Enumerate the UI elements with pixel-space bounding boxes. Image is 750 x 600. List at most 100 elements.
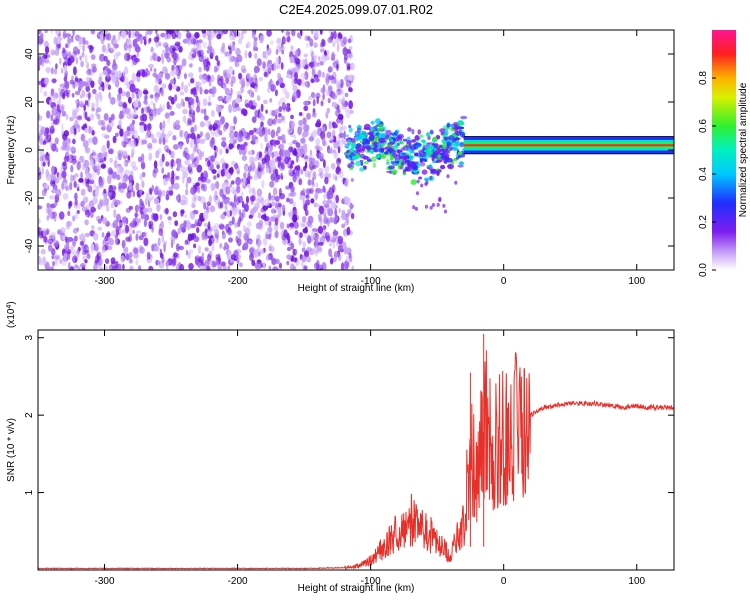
- heatmap-noise-cell: [53, 213, 57, 222]
- heatmap-noise-cell: [58, 172, 63, 181]
- heatmap-noise-cell: [196, 164, 203, 173]
- heatmap-noise-cell: [303, 100, 309, 106]
- heatmap-noise-cell: [56, 99, 62, 105]
- heatmap-noise-cell: [157, 41, 162, 47]
- heatmap-signal-cell: [455, 156, 460, 160]
- heatmap-noise-cell: [245, 103, 250, 108]
- heatmap-noise-cell: [272, 62, 277, 71]
- heatmap-noise-cell: [175, 195, 179, 202]
- heatmap-signal-cell: [458, 141, 465, 148]
- heatmap-noise-cell: [330, 201, 337, 210]
- heatmap-noise-cell: [162, 137, 166, 146]
- heatmap-noise-cell: [302, 228, 308, 234]
- heatmap-noise-cell: [325, 73, 330, 82]
- heatmap-noise-cell: [204, 134, 208, 141]
- heatmap-signal-cell: [353, 149, 360, 153]
- heatmap-noise-cell: [193, 243, 197, 249]
- heatmap-noise-cell: [204, 259, 210, 267]
- heatmap-noise-cell: [146, 30, 153, 35]
- heatmap-noise-cell: [323, 193, 326, 201]
- heatmap-noise-cell: [179, 143, 183, 150]
- heatmap-noise-cell: [65, 33, 71, 38]
- heatmap-noise-cell: [225, 94, 232, 103]
- heatmap-noise-cell: [216, 106, 222, 113]
- heatmap-noise-cell: [237, 218, 241, 228]
- heatmap-noise-cell: [176, 163, 182, 168]
- heatmap-noise-cell: [274, 258, 280, 265]
- heatmap-noise-cell: [54, 177, 60, 184]
- heatmap-noise-cell: [148, 152, 153, 161]
- heatmap-signal-cell: [423, 149, 431, 153]
- heatmap-noise-cell: [204, 89, 209, 95]
- heatmap-noise-cell: [240, 85, 245, 94]
- heatmap-noise-cell: [51, 78, 57, 84]
- heatmap-signal-cell: [458, 161, 464, 166]
- heatmap-noise-cell: [217, 95, 224, 102]
- heatmap-noise-cell: [139, 198, 143, 206]
- heatmap-signal-cell: [386, 159, 390, 163]
- heatmap-noise-cell: [200, 108, 204, 114]
- heatmap-noise-cell: [270, 129, 276, 139]
- heatmap-noise-cell: [316, 259, 320, 269]
- heatmap-noise-cell: [237, 166, 240, 175]
- heatmap-signal-cell: [391, 169, 398, 175]
- heatmap-noise-cell: [88, 125, 92, 135]
- heatmap-noise-cell: [168, 95, 173, 101]
- heatmap-noise-cell: [285, 30, 289, 36]
- heatmap-noise-cell: [220, 169, 225, 177]
- heatmap-noise-cell: [315, 235, 321, 243]
- heatmap-noise-cell: [287, 246, 291, 252]
- heatmap-signal-cell: [359, 159, 364, 163]
- heatmap-signal-cell: [362, 155, 369, 160]
- heatmap-noise-cell: [122, 263, 125, 270]
- heatmap-noise-cell: [53, 36, 57, 45]
- heatmap-noise-cell: [290, 114, 294, 120]
- heatmap-signal-cell: [401, 152, 406, 156]
- heatmap-signal-cell: [443, 160, 448, 164]
- heatmap-noise-cell: [123, 161, 128, 168]
- heatmap-noise-cell: [139, 188, 143, 196]
- heatmap-noise-cell: [275, 108, 279, 115]
- heatmap-noise-cell: [336, 165, 340, 173]
- heatmap-noise-cell: [69, 126, 75, 135]
- heatmap-noise-cell: [253, 127, 257, 133]
- heatmap-noise-cell: [105, 74, 111, 83]
- heatmap-noise-cell: [132, 229, 135, 234]
- heatmap-noise-cell: [201, 252, 205, 260]
- heatmap-noise-cell: [65, 113, 69, 120]
- heatmap-noise-cell: [105, 48, 109, 54]
- heatmap-noise-cell: [133, 107, 136, 113]
- heatmap-noise-cell: [154, 96, 159, 101]
- heatmap-noise-cell: [120, 30, 127, 39]
- heatmap-noise-cell: [287, 127, 293, 135]
- heatmap-noise-cell: [127, 174, 134, 182]
- heatmap-noise-cell: [327, 98, 331, 104]
- heatmap-noise-cell: [267, 86, 271, 94]
- heatmap-noise-cell: [119, 110, 125, 119]
- heatmap-signal-cell: [424, 177, 429, 182]
- heatmap-noise-cell: [170, 79, 175, 84]
- heatmap-noise-cell: [186, 153, 192, 161]
- heatmap-noise-cell: [262, 261, 265, 266]
- heatmap-noise-cell: [235, 97, 242, 104]
- heatmap-noise-cell: [158, 191, 162, 199]
- heatmap-noise-cell: [189, 163, 196, 168]
- heatmap-noise-cell: [86, 69, 92, 76]
- snr-y-label: SNR (10 * v/v): [6, 418, 17, 482]
- heatmap-noise-cell: [208, 78, 212, 87]
- heatmap-signal-cell: [365, 145, 371, 150]
- heatmap-noise-cell: [289, 164, 293, 169]
- heatmap-noise-cell: [183, 196, 189, 206]
- heatmap-signal-cell: [447, 163, 454, 170]
- heatmap-noise-cell: [330, 52, 336, 58]
- heatmap-outlier-cell: [454, 180, 458, 185]
- heatmap-noise-cell: [70, 245, 74, 253]
- heatmap-noise-cell: [95, 92, 100, 102]
- heatmap-noise-cell: [213, 145, 217, 151]
- heatmap-noise-cell: [40, 83, 46, 88]
- heatmap-noise-cell: [128, 227, 133, 235]
- heatmap-noise-cell: [274, 140, 281, 145]
- heatmap-noise-cell: [228, 201, 233, 206]
- heatmap-noise-cell: [246, 221, 252, 228]
- heatmap-noise-cell: [157, 147, 162, 154]
